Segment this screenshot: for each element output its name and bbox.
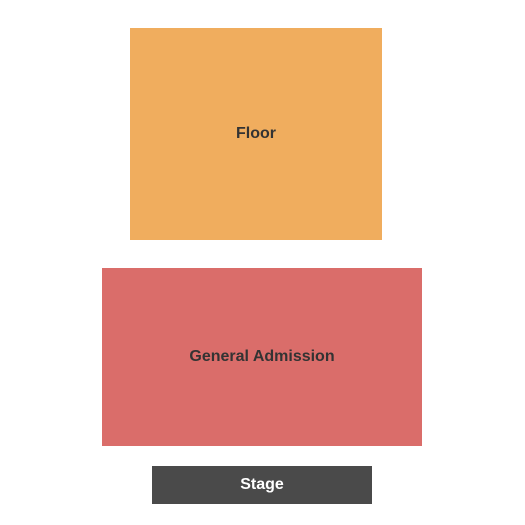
stage-label: Stage	[240, 476, 284, 494]
floor-section[interactable]: Floor	[130, 28, 382, 240]
floor-label: Floor	[236, 125, 276, 143]
general-admission-label: General Admission	[189, 348, 334, 366]
stage-section: Stage	[152, 466, 372, 504]
general-admission-section[interactable]: General Admission	[102, 268, 422, 446]
